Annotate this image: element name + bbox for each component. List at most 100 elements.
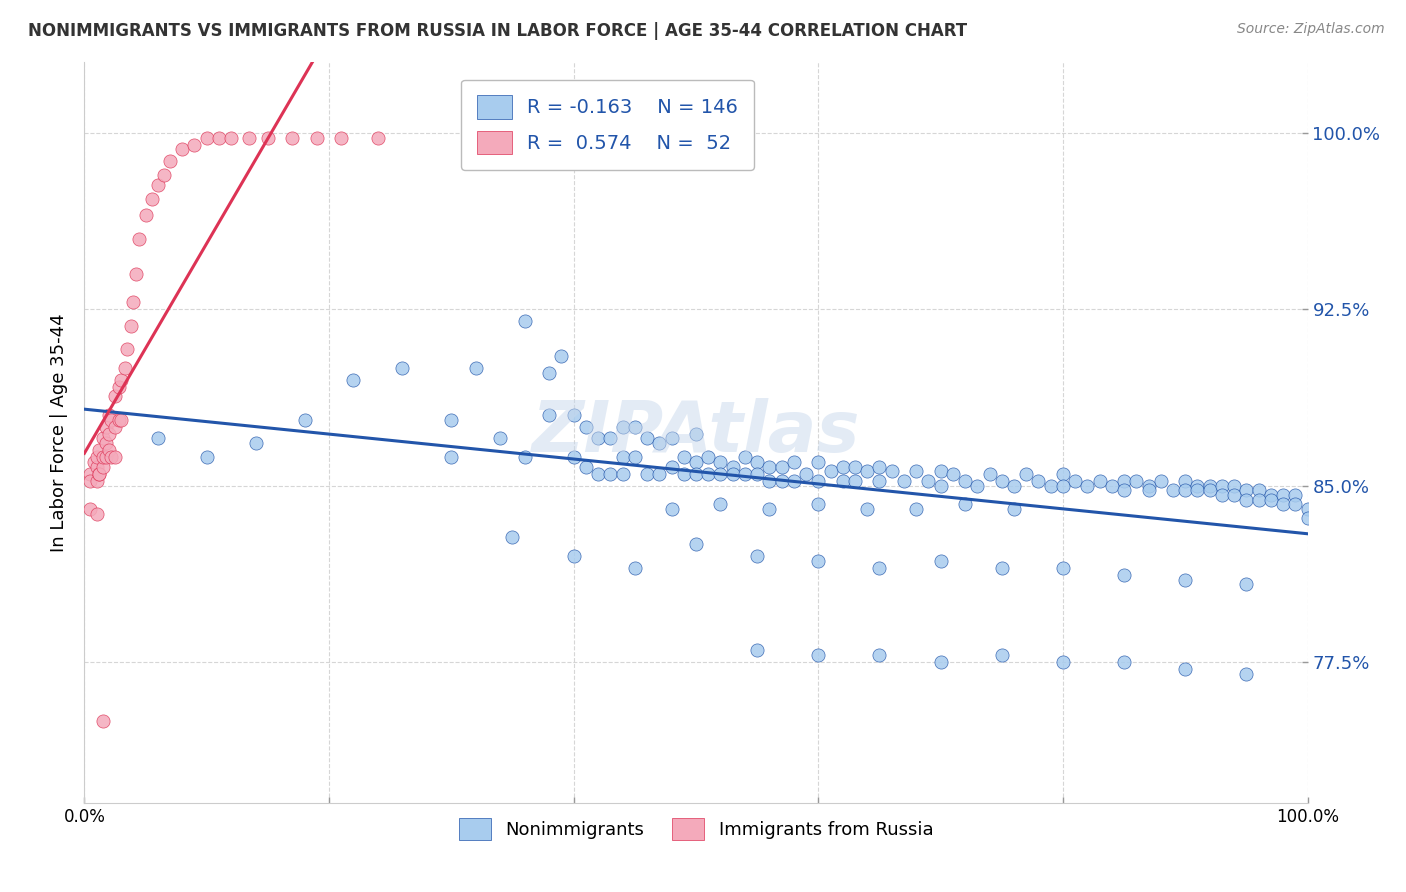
Point [172,142,194,156]
Point [953,497,976,511]
Point [929,655,952,669]
Point [96,419,118,434]
Point [685,455,707,469]
Point [128,232,150,246]
Point [844,459,866,474]
Point [562,450,585,465]
Point [893,474,915,488]
Point [747,549,769,563]
Point [1028,474,1050,488]
Point [1198,483,1220,498]
Point [1052,478,1074,492]
Point [1052,561,1074,575]
Point [513,314,536,328]
Point [153,168,176,182]
Point [245,436,267,450]
Point [661,432,683,446]
Point [219,130,242,145]
Point [979,467,1001,481]
Point [953,474,976,488]
Point [135,208,157,222]
Point [1284,488,1306,502]
Point [114,361,136,376]
Point [91,450,114,465]
Point [141,192,163,206]
Point [1002,478,1025,492]
Point [1137,483,1160,498]
Point [636,432,658,446]
Point [1247,483,1270,498]
Point [159,154,181,169]
Point [1076,478,1098,492]
Legend: Nonimmigrants, Immigrants from Russia: Nonimmigrants, Immigrants from Russia [450,809,942,849]
Y-axis label: In Labor Force | Age 35-44: In Labor Force | Age 35-44 [49,313,67,552]
Text: Source: ZipAtlas.com: Source: ZipAtlas.com [1237,22,1385,37]
Point [1088,474,1111,488]
Point [880,464,903,478]
Point [86,450,108,465]
Point [104,450,127,465]
Point [807,497,830,511]
Point [807,648,830,662]
Point [1064,474,1087,488]
Point [104,419,127,434]
Point [758,474,780,488]
Point [1187,478,1209,492]
Point [367,130,389,145]
Point [87,467,110,481]
Point [257,130,280,145]
Point [1114,655,1136,669]
Point [991,474,1014,488]
Point [844,474,866,488]
Point [929,464,952,478]
Point [685,426,707,441]
Point [672,450,695,465]
Point [624,561,647,575]
Point [440,413,463,427]
Point [747,643,769,657]
Point [758,459,780,474]
Point [1260,492,1282,507]
Point [929,554,952,568]
Point [709,455,731,469]
Point [122,295,145,310]
Point [709,467,731,481]
Point [1236,492,1258,507]
Point [1002,502,1025,516]
Point [86,459,108,474]
Point [1284,497,1306,511]
Point [330,130,353,145]
Point [513,450,536,465]
Point [929,478,952,492]
Point [1187,483,1209,498]
Point [464,361,486,376]
Point [96,450,118,465]
Point [1174,474,1197,488]
Point [1236,483,1258,498]
Point [1052,467,1074,481]
Point [1272,488,1295,502]
Point [238,130,260,145]
Point [783,474,806,488]
Point [96,436,118,450]
Point [1296,511,1319,525]
Point [991,561,1014,575]
Point [1114,567,1136,582]
Point [550,349,572,363]
Point [624,419,647,434]
Point [1114,483,1136,498]
Point [1015,467,1038,481]
Point [831,459,853,474]
Point [1211,478,1233,492]
Point [991,648,1014,662]
Point [104,389,127,403]
Point [502,530,524,544]
Point [856,502,879,516]
Point [87,443,110,458]
Point [294,413,316,427]
Point [734,450,756,465]
Point [91,432,114,446]
Point [599,467,621,481]
Point [110,373,132,387]
Point [120,318,142,333]
